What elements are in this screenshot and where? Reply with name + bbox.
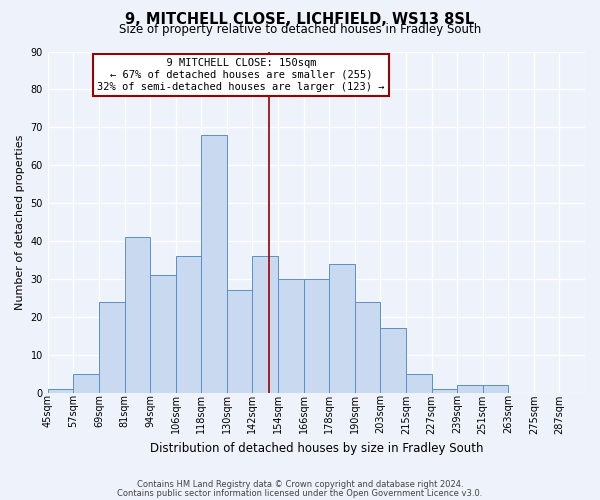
- Bar: [253, 256, 278, 393]
- Bar: [73, 374, 99, 393]
- Bar: [431, 389, 457, 393]
- Text: Contains public sector information licensed under the Open Government Licence v3: Contains public sector information licen…: [118, 488, 482, 498]
- Text: 9, MITCHELL CLOSE, LICHFIELD, WS13 8SL: 9, MITCHELL CLOSE, LICHFIELD, WS13 8SL: [125, 12, 475, 28]
- Text: Size of property relative to detached houses in Fradley South: Size of property relative to detached ho…: [119, 22, 481, 36]
- Bar: [304, 279, 329, 393]
- Text: 9 MITCHELL CLOSE: 150sqm  
← 67% of detached houses are smaller (255)
32% of sem: 9 MITCHELL CLOSE: 150sqm ← 67% of detach…: [97, 58, 385, 92]
- Y-axis label: Number of detached properties: Number of detached properties: [15, 134, 25, 310]
- Bar: [329, 264, 355, 393]
- Bar: [278, 279, 304, 393]
- Bar: [125, 238, 150, 393]
- Bar: [482, 385, 508, 393]
- Bar: [457, 385, 482, 393]
- Bar: [406, 374, 431, 393]
- Bar: [48, 389, 73, 393]
- Bar: [150, 275, 176, 393]
- Bar: [227, 290, 253, 393]
- Bar: [355, 302, 380, 393]
- X-axis label: Distribution of detached houses by size in Fradley South: Distribution of detached houses by size …: [149, 442, 483, 455]
- Text: Contains HM Land Registry data © Crown copyright and database right 2024.: Contains HM Land Registry data © Crown c…: [137, 480, 463, 489]
- Bar: [99, 302, 125, 393]
- Bar: [380, 328, 406, 393]
- Bar: [201, 135, 227, 393]
- Bar: [176, 256, 201, 393]
